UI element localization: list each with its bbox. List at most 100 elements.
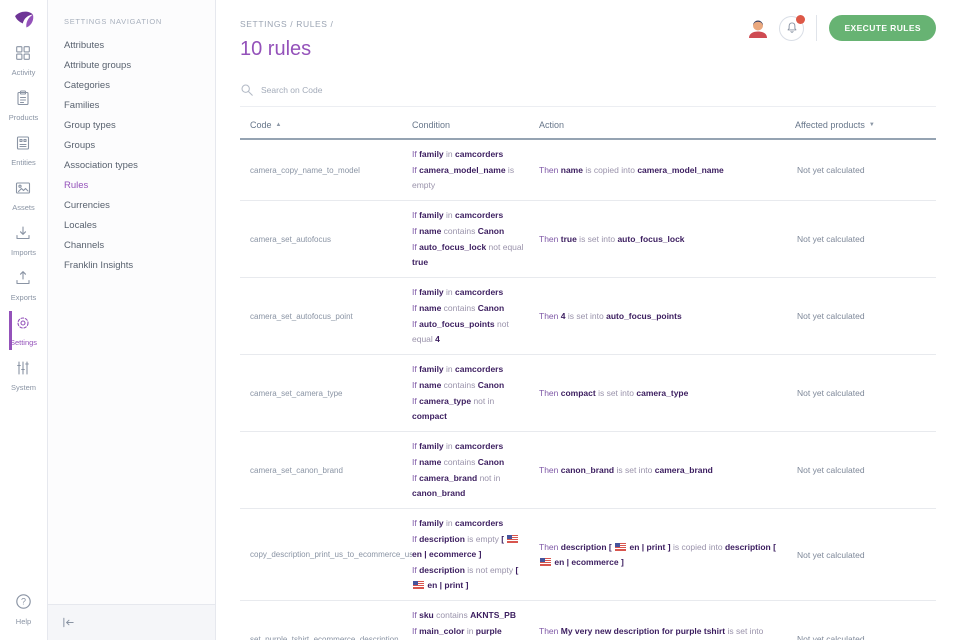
rail-item-entities[interactable]: Entities: [9, 128, 39, 173]
breadcrumb-separator: /: [290, 19, 294, 29]
rule-action: Then description [ en | print ] is copie…: [539, 541, 776, 567]
breadcrumb-item[interactable]: SETTINGS: [240, 19, 288, 29]
rule-action: Then 4 is set into auto_focus_points: [539, 310, 682, 321]
condition-line: If sku contains AKNTS_PB: [412, 610, 516, 620]
rail-item-assets[interactable]: Assets: [9, 173, 39, 218]
help-icon: ?: [15, 593, 32, 610]
condition-line: If family in camcorders: [412, 287, 504, 297]
akeneo-logo-icon[interactable]: [11, 8, 37, 34]
exports-icon: [15, 270, 31, 286]
sidebar-item-attributes[interactable]: Attributes: [64, 39, 105, 51]
condition-line: If family in camcorders: [412, 518, 504, 528]
rail-item-exports[interactable]: Exports: [9, 263, 39, 308]
search-input[interactable]: [261, 85, 936, 95]
table-body: camera_copy_name_to_model If family in ca…: [240, 140, 936, 640]
rule-conditions: If sku contains AKNTS_PB If main_color in…: [412, 607, 539, 640]
topbar: EXECUTE RULES: [746, 14, 936, 41]
breadcrumb: SETTINGS / RULES /: [240, 0, 936, 29]
rail-item-activity[interactable]: Activity: [9, 38, 39, 83]
rail-item-help[interactable]: ? Help: [0, 586, 47, 632]
execute-rules-button[interactable]: EXECUTE RULES: [829, 15, 936, 41]
topbar-divider: [816, 15, 818, 41]
rail-items: Activity Products Entities Assets Imports Exp…: [8, 38, 39, 398]
sidebar-item-rules[interactable]: Rules: [64, 179, 89, 191]
rail-item-system[interactable]: System: [9, 353, 39, 398]
collapse-panel-icon[interactable]: [61, 616, 76, 629]
rule-action: Then My very new description for purple …: [539, 626, 764, 636]
rail-item-settings[interactable]: Settings: [8, 308, 39, 353]
system-sliders-icon: [15, 360, 31, 376]
sidebar-item-groups[interactable]: Groups: [64, 139, 96, 151]
imports-icon: [15, 225, 31, 241]
table-row[interactable]: copy_description_print_us_to_ecommerce_u…: [240, 509, 936, 601]
condition-line: If camera_model_name is empty: [412, 165, 515, 190]
sidebar-item-association-types[interactable]: Association types: [64, 159, 138, 171]
us-flag-icon: [615, 542, 627, 551]
sidebar-item-attribute-groups[interactable]: Attribute groups: [64, 59, 132, 71]
rule-conditions: If family in camcorders If name contains …: [412, 361, 539, 425]
table-row[interactable]: set_purple_tshirt_ecommerce_description I…: [240, 601, 936, 640]
table-row[interactable]: camera_copy_name_to_model If family in ca…: [240, 140, 936, 201]
condition-line: If name contains Canon: [412, 226, 505, 236]
rail-item-label: Exports: [10, 293, 37, 302]
user-avatar[interactable]: [746, 16, 770, 40]
rail-item-label: Products: [8, 113, 39, 122]
condition-line: If description is empty [ en | ecommerce…: [412, 532, 531, 562]
notification-badge: [796, 14, 806, 24]
products-icon: [15, 90, 31, 106]
rule-conditions: If family in camcorders If camera_model_n…: [412, 146, 539, 194]
settings-nav-footer: [48, 604, 215, 640]
table-row[interactable]: camera_set_autofocus_point If family in c…: [240, 278, 936, 355]
us-flag-icon: [413, 581, 424, 589]
notification-bell-icon[interactable]: [779, 14, 806, 41]
affected-products-status: Not yet calculated: [797, 465, 865, 475]
column-header-affected-products[interactable]: Affected products ▼: [795, 120, 936, 130]
column-header-code[interactable]: Code ▲: [240, 120, 412, 130]
column-label: Affected products: [795, 120, 865, 130]
rule-code: copy_description_print_us_to_ecommerce_u…: [250, 550, 412, 559]
rule-code: camera_set_camera_type: [250, 388, 343, 398]
rail-item-label: Imports: [10, 248, 36, 257]
rail-item-imports[interactable]: Imports: [9, 218, 39, 263]
condition-line: If description is not empty [ en | print…: [412, 565, 519, 590]
table-row[interactable]: camera_set_canon_brand If family in camco…: [240, 432, 936, 509]
sort-asc-icon: ▲: [275, 122, 282, 128]
rule-action: Then true is set into auto_focus_lock: [539, 233, 685, 244]
settings-nav-items: Attributes Attribute groups Categories Fami…: [48, 35, 215, 275]
condition-line: If main_color in purple: [412, 626, 502, 636]
rail-item-label: Settings: [9, 338, 38, 347]
condition-line: If auto_focus_points not equal 4: [412, 319, 509, 344]
rail-item-label: System: [10, 383, 36, 392]
condition-line: If name contains Canon: [412, 380, 505, 390]
rule-conditions: If family in camcorders If description is…: [412, 515, 539, 594]
sidebar-item-currencies[interactable]: Currencies: [64, 199, 110, 211]
main-icon-rail: Activity Products Entities Assets Imports Exp…: [0, 0, 48, 640]
settings-nav-title: SETTINGS NAVIGATION: [64, 17, 163, 26]
rail-item-products[interactable]: Products: [8, 83, 39, 128]
table-row[interactable]: camera_set_autofocus If family in camcord…: [240, 201, 936, 278]
page-title: 10 rules: [240, 38, 312, 60]
sidebar-item-locales[interactable]: Locales: [64, 219, 97, 231]
table-row[interactable]: camera_set_camera_type If family in camco…: [240, 355, 936, 432]
rule-code: camera_set_canon_brand: [250, 465, 343, 475]
affected-products-status: Not yet calculated: [797, 234, 865, 244]
sort-desc-icon: ▼: [868, 122, 875, 128]
affected-products-status: Not yet calculated: [797, 549, 865, 560]
sidebar-item-channels[interactable]: Channels: [64, 239, 105, 251]
sidebar-item-group-types[interactable]: Group types: [64, 119, 116, 131]
main-content: EXECUTE RULES SETTINGS / RULES / 10 rule…: [216, 0, 960, 640]
sidebar-item-franklin-insights[interactable]: Franklin Insights: [64, 259, 134, 271]
rule-conditions: If family in camcorders If name contains …: [412, 284, 539, 348]
sidebar-item-families[interactable]: Families: [64, 99, 100, 111]
rule-action: Then canon_brand is set into camera_bran…: [539, 464, 713, 475]
rail-item-label: Entities: [11, 158, 36, 167]
table-header-row: Code ▲ Condition Action Affected products ▼: [240, 120, 936, 140]
settings-nav-panel: SETTINGS NAVIGATION Attributes Attribute …: [48, 0, 216, 640]
breadcrumb-separator: /: [330, 19, 334, 29]
sidebar-item-categories[interactable]: Categories: [64, 79, 110, 91]
search-icon: [240, 83, 254, 97]
affected-products-status: Not yet calculated: [797, 388, 865, 398]
breadcrumb-item[interactable]: RULES: [296, 19, 328, 29]
svg-text:?: ?: [21, 596, 26, 606]
affected-products-status: Not yet calculated: [797, 634, 865, 640]
